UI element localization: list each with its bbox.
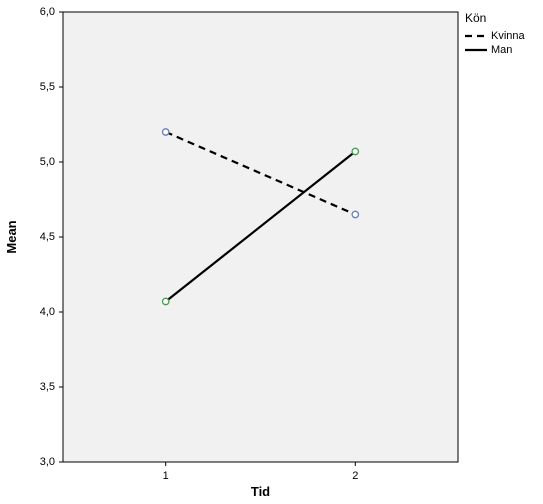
y-axis-title: Mean [4, 220, 19, 253]
x-tick-label: 2 [352, 470, 358, 482]
x-tick-label: 1 [163, 470, 169, 482]
legend-label-kvinna: Kvinna [491, 30, 526, 42]
y-tick-label: 5,5 [40, 81, 55, 93]
y-tick-label: 3,0 [40, 456, 55, 468]
series-marker-kvinna [163, 129, 169, 135]
legend-label-man: Man [491, 44, 512, 56]
x-axis-title: Tid [251, 484, 270, 499]
series-marker-man [352, 148, 358, 154]
series-marker-kvinna [352, 211, 358, 217]
y-tick-label: 4,0 [40, 306, 55, 318]
interaction-plot: 3,0 3,5 4,0 4,5 5,0 5,5 6,0 1 2 Tid Mean Kön Kvinna M… [0, 0, 543, 504]
y-tick-label: 4,5 [40, 231, 55, 243]
series-marker-man [163, 298, 169, 304]
y-tick-label: 3,5 [40, 381, 55, 393]
chart-svg: 3,0 3,5 4,0 4,5 5,0 5,5 6,0 1 2 Tid Mean Kön Kvinna M… [0, 0, 543, 504]
legend-title: Kön [465, 11, 486, 25]
plot-area [63, 12, 458, 462]
y-tick-label: 5,0 [40, 156, 55, 168]
y-tick-label: 6,0 [40, 6, 55, 18]
